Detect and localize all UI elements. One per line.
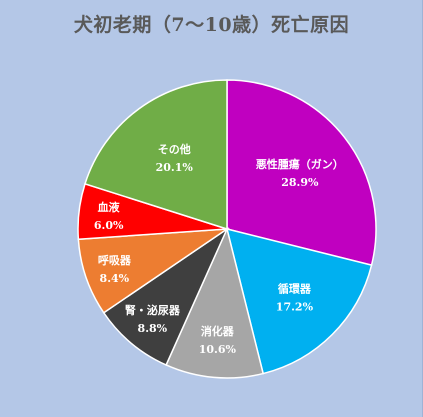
slice-category-label-5: 血液 (98, 200, 121, 214)
pie-slice-3 (102, 226, 229, 366)
pie-slice-1 (225, 227, 373, 375)
slice-category-label-2: 消化器 (201, 324, 235, 338)
slice-category-label-3: 腎・泌尿器 (125, 303, 181, 317)
slice-category-label-0: 悪性腫瘍（ガン） (256, 157, 344, 171)
slice-category-label-6: その他 (158, 142, 191, 156)
slice-value-label-6: 20.1% (156, 161, 194, 174)
pie-slice-2 (165, 226, 265, 379)
slice-value-label-2: 10.6% (199, 343, 237, 356)
slice-value-label-0: 28.9% (281, 176, 319, 189)
chart-title: 犬初老期（7～10歳）死亡原因 (73, 14, 350, 36)
slice-category-label-4: 呼吸器 (98, 253, 132, 267)
slice-category-label-1: 循環器 (278, 281, 312, 295)
pie-slice-0 (226, 79, 377, 267)
slice-value-label-1: 17.2% (276, 300, 314, 313)
slice-value-label-5: 6.0% (94, 219, 124, 232)
slice-value-label-3: 8.8% (138, 322, 168, 335)
slice-value-label-4: 8.4% (100, 272, 130, 285)
pie-slice-6 (84, 79, 228, 231)
